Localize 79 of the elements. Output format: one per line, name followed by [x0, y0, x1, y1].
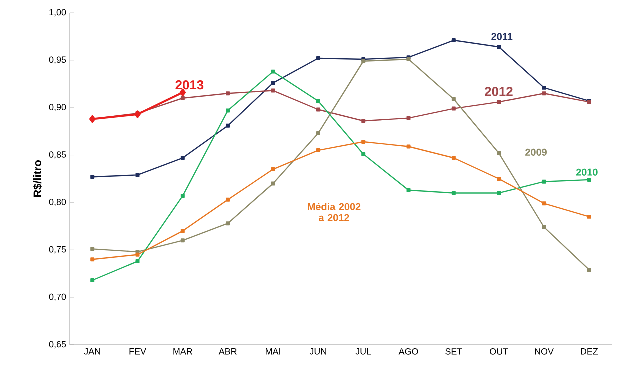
x-tick-label: MAR — [174, 348, 192, 355]
series-label: 2011 — [492, 33, 513, 40]
point — [136, 252, 140, 257]
point — [271, 81, 276, 86]
point — [180, 96, 185, 100]
point — [316, 131, 320, 136]
point — [542, 92, 546, 96]
point — [90, 175, 95, 180]
point — [226, 222, 230, 226]
x-tick-label: FEV — [130, 348, 146, 355]
x-tick-label: OUT — [490, 348, 508, 355]
point — [90, 247, 95, 252]
x-tick-label: SET — [446, 348, 462, 355]
x-tick-label: NOV — [535, 348, 554, 355]
point — [136, 173, 140, 178]
point — [542, 180, 546, 184]
point — [316, 108, 320, 112]
x-tick-label: DEZ — [581, 348, 598, 355]
point — [180, 194, 185, 198]
x-tick-label: MAI — [266, 348, 280, 355]
text: 2009 — [526, 148, 547, 156]
text: Média 2002 a 2012 — [308, 203, 361, 222]
point — [180, 229, 185, 234]
y-tick-label: 0,70 — [49, 294, 66, 302]
point — [362, 140, 366, 144]
x-tick-label: AGO — [398, 348, 418, 355]
x-tick-label: JUN — [310, 348, 326, 355]
point — [134, 110, 141, 118]
x-tick-label: JUL — [356, 348, 372, 355]
point — [452, 106, 456, 111]
point — [316, 148, 320, 153]
point — [542, 225, 546, 230]
point — [271, 182, 276, 186]
point — [271, 70, 276, 74]
series-label: 2012 — [485, 87, 513, 96]
point — [180, 156, 185, 160]
y-tick-label: 0,75 — [49, 246, 66, 254]
point — [136, 260, 140, 264]
point — [362, 152, 366, 156]
point — [497, 100, 502, 104]
point — [587, 268, 592, 272]
point — [497, 45, 502, 50]
point — [90, 278, 95, 282]
point — [180, 238, 185, 243]
y-tick-label: 0,85 — [49, 152, 66, 159]
y-tick-label: 0,90 — [49, 104, 66, 112]
point — [316, 56, 320, 61]
x-tick-label: ABR — [218, 348, 237, 355]
point — [452, 191, 456, 196]
point — [587, 178, 592, 182]
y-tick-label: 0,80 — [49, 199, 66, 206]
point — [406, 144, 411, 149]
point — [226, 124, 230, 128]
series-label: 2013 — [176, 80, 204, 90]
y-tick-label: 1,00 — [50, 9, 66, 17]
point — [406, 188, 411, 192]
series-label: 2010 — [576, 168, 598, 176]
point — [497, 177, 502, 181]
y-axis-title: R$/litro — [33, 160, 42, 198]
point — [316, 99, 320, 104]
point — [226, 198, 230, 202]
point — [452, 38, 456, 42]
y-tick-label: 0,65 — [49, 341, 66, 349]
point — [452, 97, 456, 102]
point — [452, 156, 456, 160]
point — [226, 92, 230, 96]
point — [406, 116, 411, 120]
x-tick-label: JAN — [84, 348, 100, 355]
point — [542, 86, 546, 90]
point — [497, 191, 502, 196]
point — [226, 108, 230, 113]
point — [362, 119, 366, 124]
point — [271, 88, 276, 93]
y-tick-label: 0,95 — [49, 56, 66, 64]
point — [587, 214, 592, 219]
point — [271, 168, 276, 172]
point — [542, 202, 546, 206]
point — [497, 151, 502, 156]
point — [90, 258, 95, 262]
